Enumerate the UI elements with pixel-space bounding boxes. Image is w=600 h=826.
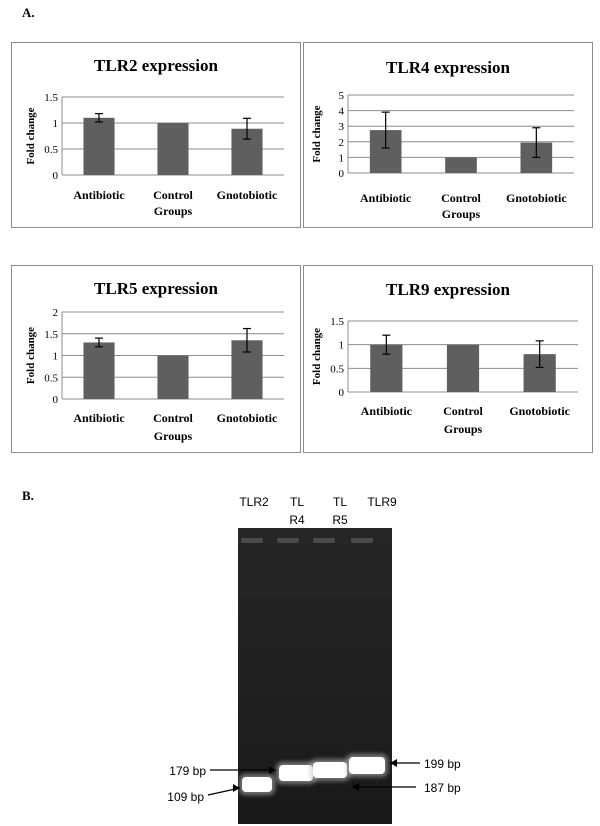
x-tick-label: Control xyxy=(153,188,193,202)
y-tick-label: 3 xyxy=(339,121,345,133)
x-axis-label: Groups xyxy=(154,429,193,443)
y-tick-label: 2 xyxy=(339,137,345,149)
gel-image: TLR2 TL R4 TL R5 TLR9 179 bp 109 bp 199 bp 187 bp xyxy=(167,495,461,824)
gel-band xyxy=(313,762,347,778)
tlr4-plot: 0 1 2 3 4 5 Antibiotic Control Gnotobiotic Groups… xyxy=(311,90,574,221)
y-tick-label: 0 xyxy=(53,394,59,406)
panel-a-label: A. xyxy=(22,5,35,20)
tlr2-chart: TLR2 expression 0 0.5 1 1.5 Antibiotic Contro… xyxy=(11,42,301,228)
band-label-109: 109 bp xyxy=(167,790,204,804)
y-tick-label: 1.5 xyxy=(330,316,344,328)
tlr9-chart: TLR9 expression 0 0.5 1 1.5 Antibiotic Contro… xyxy=(303,265,593,453)
y-tick-label: 0 xyxy=(53,170,59,182)
gel-figure: TLR2 TL R4 TL R5 TLR9 179 bp 109 bp 199 bp 187 bp xyxy=(0,480,600,826)
x-tick-label: Antibiotic xyxy=(360,191,412,205)
x-axis-label: Groups xyxy=(442,207,481,221)
bar xyxy=(83,342,115,399)
tlr5-plot: 0 0.5 1 1.5 2 Antibiotic Control Gnotobiotic Gro… xyxy=(25,307,284,443)
panel-b-label: B. xyxy=(22,488,34,503)
tlr2-plot: 0 0.5 1 1.5 Antibiotic Control Gnotobiotic Grou… xyxy=(25,92,284,218)
y-tick-label: 0.5 xyxy=(44,144,58,156)
x-axis-label: Groups xyxy=(444,422,483,436)
bar xyxy=(83,117,115,175)
y-axis-label: Fold change xyxy=(25,107,37,164)
lane-label: R4 xyxy=(289,513,305,527)
chart-title: TLR4 expression xyxy=(386,58,510,77)
lane-label: TL xyxy=(333,495,347,509)
y-tick-label: 1.5 xyxy=(44,329,58,341)
lane-label: TLR2 xyxy=(239,495,269,509)
tlr4-chart: TLR4 expression 0 1 2 3 4 5 Antibiotic Control G… xyxy=(303,42,593,228)
y-tick-label: 5 xyxy=(339,90,345,102)
gel-well xyxy=(277,538,299,543)
y-tick-label: 1 xyxy=(53,351,59,363)
x-tick-label: Control xyxy=(441,191,481,205)
x-tick-label: Antibiotic xyxy=(73,188,125,202)
y-axis-label: Fold change xyxy=(311,328,323,385)
x-tick-label: Gnotobiotic xyxy=(506,191,567,205)
band-label-179: 179 bp xyxy=(169,764,206,778)
chart-title: TLR5 expression xyxy=(94,279,218,298)
bar xyxy=(157,355,189,399)
gel-well xyxy=(313,538,335,543)
y-tick-label: 1 xyxy=(339,340,345,352)
chart-title: TLR9 expression xyxy=(386,280,510,299)
band-label-187: 187 bp xyxy=(424,781,461,795)
y-tick-label: 0.5 xyxy=(44,372,58,384)
x-tick-label: Gnotobiotic xyxy=(509,404,570,418)
y-tick-label: 0.5 xyxy=(330,363,344,375)
band-label-199: 199 bp xyxy=(424,757,461,771)
bar xyxy=(157,123,189,175)
y-tick-label: 0 xyxy=(339,168,345,180)
x-tick-label: Control xyxy=(443,404,483,418)
arrow-head xyxy=(233,784,240,792)
lane-label: TLR9 xyxy=(367,495,397,509)
arrow-head xyxy=(390,759,397,767)
gel-well xyxy=(241,538,263,543)
gel-band xyxy=(349,757,385,774)
bar xyxy=(446,344,480,392)
x-tick-label: Antibiotic xyxy=(361,404,413,418)
y-tick-label: 4 xyxy=(339,106,345,118)
tlr9-plot: 0 0.5 1 1.5 Antibiotic Control Gnotobiotic Grou… xyxy=(311,316,578,436)
x-tick-label: Gnotobiotic xyxy=(217,411,278,425)
y-tick-label: 2 xyxy=(53,307,59,319)
lane-label: R5 xyxy=(332,513,348,527)
arrow-head xyxy=(352,783,359,791)
y-axis-label: Fold change xyxy=(25,327,37,384)
y-tick-label: 1 xyxy=(339,152,345,164)
x-tick-label: Antibiotic xyxy=(73,411,125,425)
gel-well xyxy=(351,538,373,543)
gel-band xyxy=(242,777,272,792)
x-axis-label: Groups xyxy=(154,204,193,218)
y-axis-label: Fold change xyxy=(311,105,323,162)
x-tick-label: Control xyxy=(153,411,193,425)
tlr5-chart: TLR5 expression 0 0.5 1 1.5 2 Antibiotic Contr… xyxy=(11,265,301,453)
chart-title: TLR2 expression xyxy=(94,56,218,75)
gel-band xyxy=(279,765,313,781)
arrow-head xyxy=(269,766,276,774)
x-tick-label: Gnotobiotic xyxy=(217,188,278,202)
bar xyxy=(445,157,477,173)
y-tick-label: 1.5 xyxy=(44,92,58,104)
lane-label: TL xyxy=(290,495,304,509)
y-tick-label: 0 xyxy=(339,387,345,399)
y-tick-label: 1 xyxy=(53,118,59,130)
